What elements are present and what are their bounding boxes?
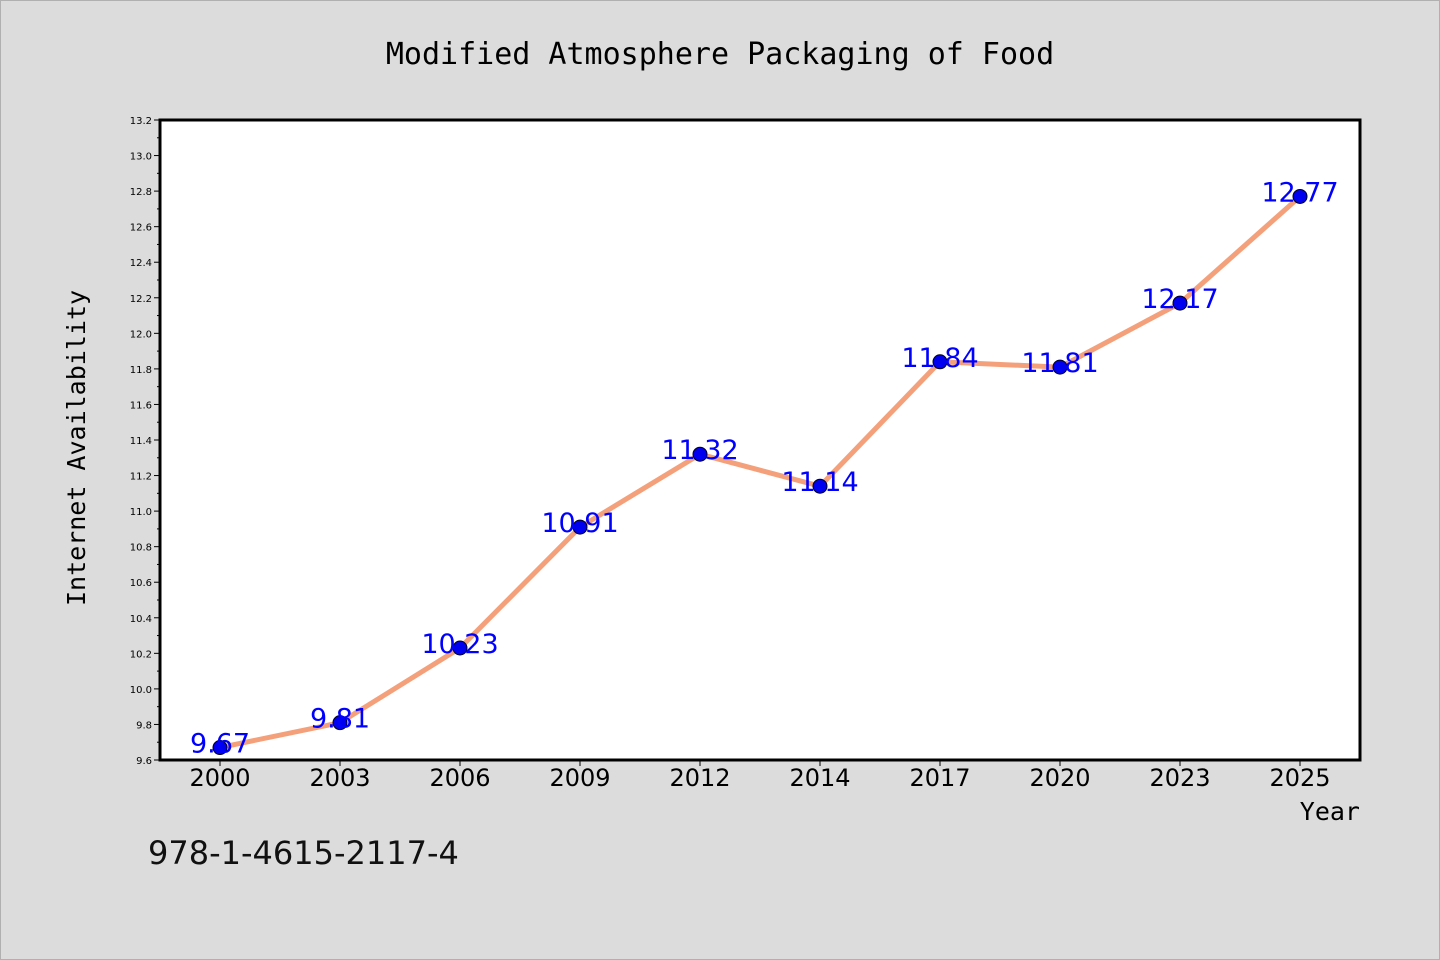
data-point [1172, 295, 1188, 311]
y-tick-label: 11.2 [130, 472, 152, 483]
y-tick-label: 12.0 [130, 329, 152, 340]
data-label: 10.23 [421, 629, 498, 660]
y-tick-label: 12.8 [130, 187, 152, 198]
plot-area [158, 118, 1362, 762]
data-point [452, 640, 468, 656]
x-tick-label: 2017 [909, 764, 970, 792]
y-tick-label: 9.8 [136, 720, 152, 731]
x-tick-label: 2006 [429, 764, 490, 792]
series-layer [212, 188, 1308, 756]
data-point [812, 478, 828, 494]
data-label-layer: 9.67 9.81 10.23 10.91 11.32 11.14 11.84 11.81 12… [190, 177, 1339, 759]
data-point [1052, 359, 1068, 375]
x-axis-title: Year [1300, 797, 1360, 826]
y-tick-label: 11.6 [130, 400, 152, 411]
x-tick-label: 2009 [549, 764, 610, 792]
data-point [572, 519, 588, 535]
data-label: 12.17 [1141, 284, 1218, 315]
y-tick-label: 12.6 [130, 223, 152, 234]
x-tick-label: 2000 [189, 764, 250, 792]
y-tick-label: 13.2 [130, 116, 152, 127]
y-tick-label: 12.2 [130, 294, 152, 305]
series-line [217, 193, 1303, 751]
y-tick-label: 12.4 [130, 258, 152, 269]
x-axis: 2000 2003 2006 2009 2012 2014 2017 2020 2023 2025 [189, 760, 1331, 792]
data-label: 11.84 [901, 343, 978, 374]
data-point [1292, 188, 1308, 204]
data-label: 11.81 [1021, 348, 1098, 379]
y-tick-label: 10.6 [130, 578, 152, 589]
y-tick-label: 10.2 [130, 649, 152, 660]
x-tick-label: 2012 [669, 764, 730, 792]
data-point [212, 740, 228, 756]
data-label: 9.67 [190, 729, 250, 760]
data-label: 12.77 [1261, 177, 1338, 208]
y-tick-label: 13.0 [130, 152, 152, 163]
x-tick-label: 2023 [1149, 764, 1210, 792]
data-label: 10.91 [541, 508, 618, 539]
y-tick-label: 10.8 [130, 543, 152, 554]
data-point [332, 715, 348, 731]
data-label: 11.14 [781, 467, 858, 498]
y-tick-label: 11.0 [130, 507, 152, 518]
chart-title: Modified Atmosphere Packaging of Food [386, 37, 1054, 72]
y-tick-label: 11.4 [130, 436, 152, 447]
y-tick-label: 9.6 [136, 756, 152, 767]
y-axis: 9.6 9.8 10.0 10.2 10.4 10.6 10.8 11.0 11.2 11.4 11… [130, 116, 160, 767]
x-tick-label: 2025 [1269, 764, 1330, 792]
y-tick-label: 10.4 [130, 614, 152, 625]
data-label: 11.32 [661, 435, 738, 466]
x-tick-label: 2014 [789, 764, 850, 792]
data-point [932, 354, 948, 370]
data-point [692, 446, 708, 462]
y-axis-title: Internet Availability [62, 290, 91, 606]
y-tick-label: 10.0 [130, 685, 152, 696]
x-tick-label: 2020 [1029, 764, 1090, 792]
y-tick-label: 11.8 [130, 365, 152, 376]
data-label: 9.81 [310, 704, 370, 735]
footnote-isbn: 978-1-4615-2117-4 [148, 834, 459, 872]
x-tick-label: 2003 [309, 764, 370, 792]
